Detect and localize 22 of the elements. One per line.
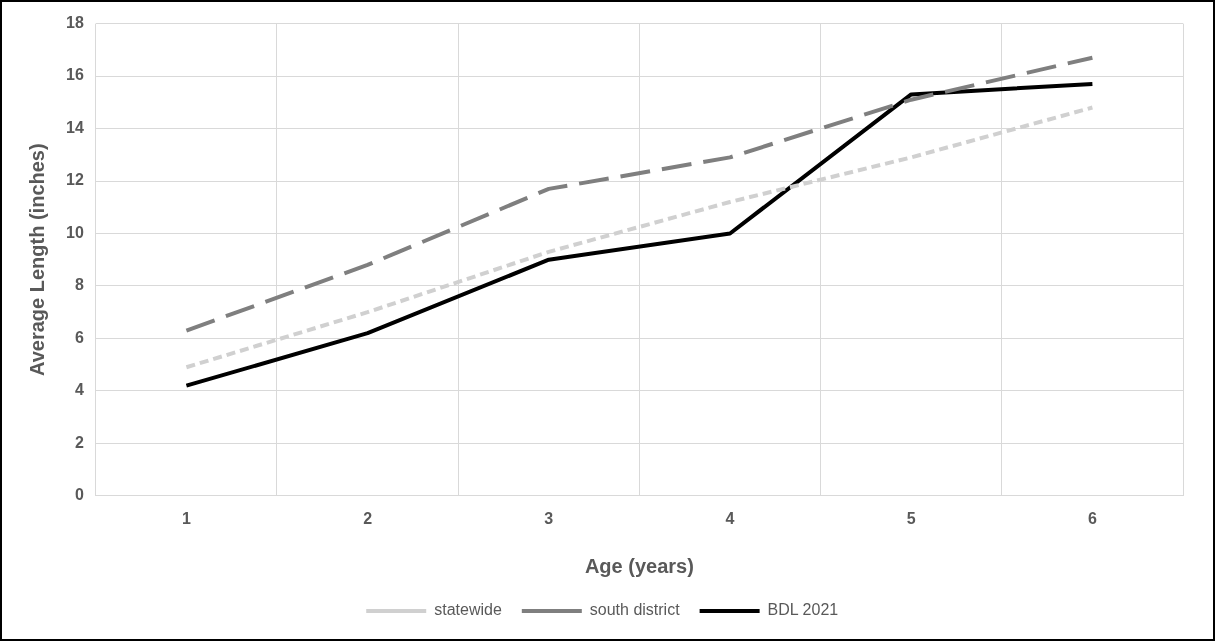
y-tick-label: 12 [66,171,84,189]
x-tick-label: 4 [725,509,735,527]
y-tick-label: 18 [66,14,84,32]
legend-label: statewide [434,601,502,619]
x-tick-label: 1 [181,509,191,527]
y-tick-label: 2 [74,433,84,451]
y-tick-label: 10 [66,223,84,241]
x-tick-label: 5 [906,509,916,527]
legend-label: south district [589,601,681,619]
line-series [184,55,1095,333]
y-tick-label: 14 [66,118,84,136]
y-tick-label: 8 [74,276,84,294]
legend-label: BDL 2021 [767,601,839,619]
x-tick-label: 6 [1087,509,1097,527]
y-tick-label: 16 [66,66,84,84]
y-tick-label: 4 [74,381,84,399]
x-axis-title: Age (years) [584,554,694,577]
y-tick-label: 0 [74,486,84,504]
y-axis-title: Average Length (inches) [25,143,48,377]
x-tick-label: 3 [544,509,554,527]
x-tick-label: 2 [363,509,373,527]
y-tick-label: 6 [74,328,84,346]
